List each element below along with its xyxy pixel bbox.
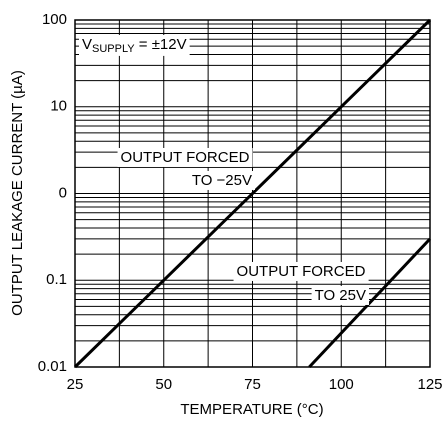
label-background: [233, 261, 369, 281]
x-axis-title: TEMPERATURE (°C): [180, 401, 323, 418]
label-background: [117, 147, 253, 167]
annotation-sub: SUPPLY: [92, 43, 135, 55]
label-background: [188, 170, 255, 190]
label-background: [311, 285, 369, 305]
y-tick-label: 100: [42, 11, 67, 28]
line-label: TO 25V: [315, 287, 366, 304]
x-tick-label: 50: [155, 376, 172, 393]
y-tick-label: 0: [59, 184, 67, 201]
x-tick-label: 125: [417, 376, 442, 393]
line-label: OUTPUT FORCED: [121, 149, 250, 166]
y-axis-title: OUTPUT LEAKAGE CURRENT (µA): [9, 70, 26, 316]
y-tick-label: 10: [50, 98, 67, 115]
annotation: VSUPPLY = ±12V: [82, 36, 187, 55]
annotation-background: [79, 34, 190, 56]
annotation-main: V: [82, 36, 92, 53]
data-line: [73, 18, 432, 369]
data-line: [308, 237, 432, 369]
annotation-rest: = ±12V: [135, 36, 187, 53]
x-tick-label: 75: [244, 376, 261, 393]
line-label: OUTPUT FORCED: [237, 263, 366, 280]
plot-frame: [74, 19, 431, 368]
y-tick-label: 0.1: [46, 271, 67, 288]
y-tick-label: 0.01: [38, 358, 67, 375]
x-tick-label: 100: [329, 376, 354, 393]
line-label: TO −25V: [192, 172, 252, 189]
x-tick-label: 25: [67, 376, 84, 393]
